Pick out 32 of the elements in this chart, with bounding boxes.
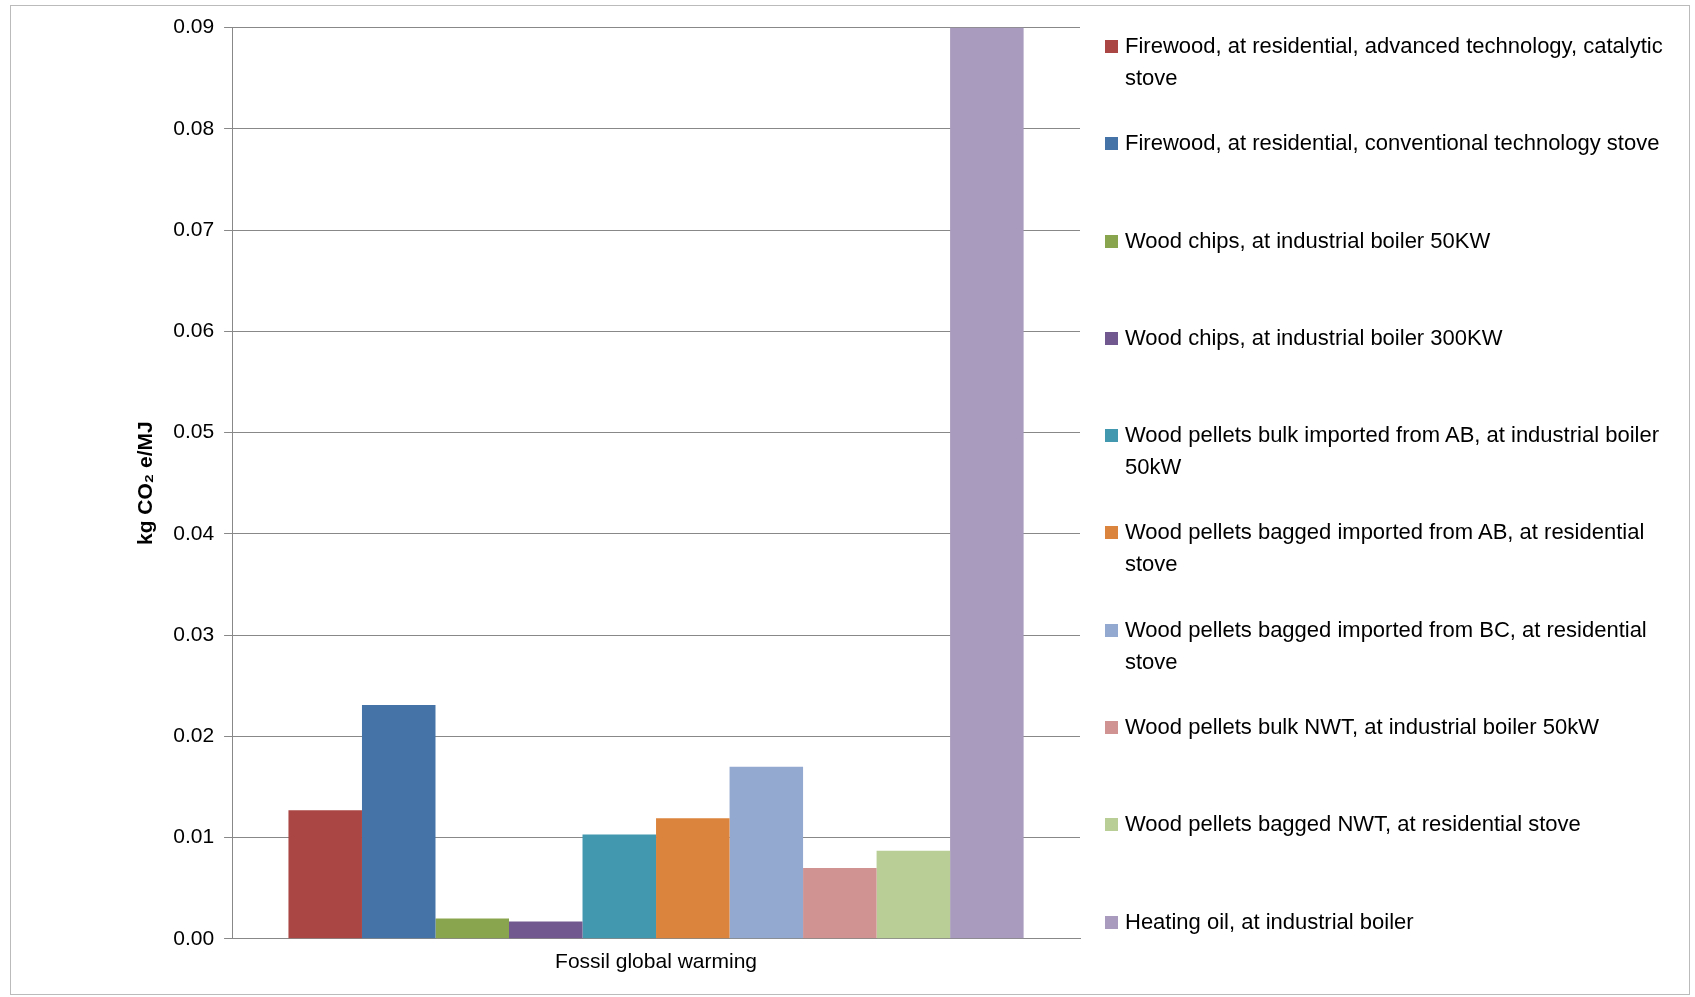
y-tick-label: 0.06 bbox=[173, 318, 215, 342]
legend-label: Firewood, at residential, advanced technology, catalytic stove bbox=[1125, 32, 1664, 92]
bar bbox=[729, 766, 804, 939]
bar bbox=[656, 818, 730, 939]
legend-label: Heating oil, at industrial boiler bbox=[1125, 907, 1414, 936]
y-tick-label: 0.09 bbox=[173, 14, 215, 38]
bar bbox=[950, 27, 1024, 939]
y-axis-title: kg CO₂ e/MJ bbox=[133, 421, 157, 546]
legend-label: Wood pellets bagged NWT, at residential stove bbox=[1125, 810, 1581, 839]
bar bbox=[582, 834, 657, 939]
y-tick-label: 0.05 bbox=[173, 419, 215, 443]
legend-label: Wood pellets bulk imported from AB, at industrial boiler 50kW bbox=[1125, 421, 1660, 482]
bar bbox=[876, 850, 951, 939]
x-tick-label: Fossil global warming bbox=[555, 949, 757, 973]
legend-label: Wood chips, at industrial boiler 50KW bbox=[1125, 226, 1491, 255]
y-tick-label: 0.04 bbox=[173, 520, 215, 544]
y-tick-label: 0.07 bbox=[173, 216, 215, 240]
y-tick-label: 0.01 bbox=[173, 824, 215, 848]
legend-label: Wood pellets bulk NWT, at industrial boiler 50kW bbox=[1125, 713, 1600, 742]
legend-label: Wood pellets bagged imported from AB, at residential stove bbox=[1125, 518, 1646, 579]
y-tick-label: 0.03 bbox=[173, 621, 215, 645]
y-tick-label: 0.00 bbox=[173, 925, 215, 949]
bar bbox=[509, 921, 583, 939]
bar bbox=[288, 810, 362, 939]
legend-label: Firewood, at residential, conventional technology stove bbox=[1125, 129, 1660, 158]
y-tick-label: 0.08 bbox=[173, 115, 215, 139]
bar bbox=[435, 918, 510, 939]
bar bbox=[361, 704, 436, 939]
y-tick-label: 0.02 bbox=[173, 723, 215, 747]
legend-label: Wood chips, at industrial boiler 300KW bbox=[1125, 323, 1503, 352]
bar bbox=[803, 867, 877, 939]
legend-label: Wood pellets bagged imported from BC, at residential stove bbox=[1125, 615, 1648, 676]
